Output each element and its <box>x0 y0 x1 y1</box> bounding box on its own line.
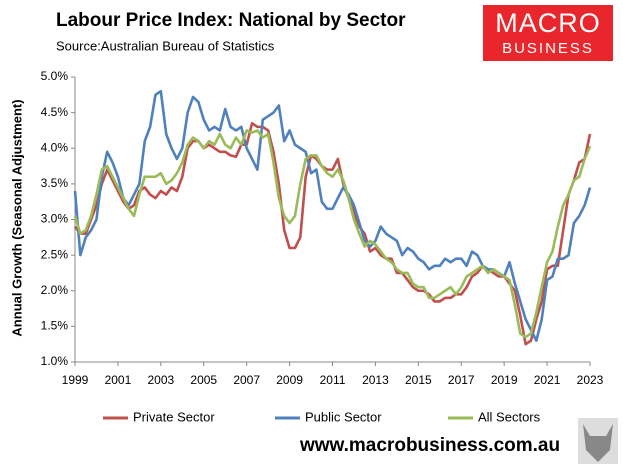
x-tick-label: 2015 <box>405 373 432 387</box>
data-line <box>73 89 592 342</box>
legend-label: Private Sector <box>133 409 215 424</box>
y-tick-label: 3.0% <box>41 212 69 226</box>
footer: www.macrobusiness.com.au <box>299 435 560 456</box>
data-line <box>73 122 592 346</box>
x-tick-label: 2023 <box>577 373 604 387</box>
y-tick-label: 1.0% <box>41 354 69 368</box>
y-tick-label: 2.0% <box>41 283 69 297</box>
y-tick-label: 4.0% <box>41 140 69 154</box>
logo-box <box>483 5 613 61</box>
chart-title: Labour Price Index: National by Sector <box>56 10 406 31</box>
y-tick-label: 1.5% <box>41 319 69 333</box>
x-tick-label: 2003 <box>147 373 174 387</box>
x-tick-label: 2021 <box>534 373 561 387</box>
x-tick-label: 2009 <box>276 373 303 387</box>
logo-text: MACRO <box>495 8 601 38</box>
x-tick-label: 2011 <box>320 373 346 387</box>
x-tick-label: 1999 <box>62 373 89 387</box>
x-tick-label: 2019 <box>491 373 518 387</box>
y-tick-label: 5.0% <box>41 69 69 83</box>
legend-label: Public Sector <box>305 409 382 424</box>
x-tick-label: 2013 <box>362 373 389 387</box>
y-tick-label: 4.5% <box>41 105 69 119</box>
x-tick-label: 2017 <box>448 373 475 387</box>
x-tick-label: 2005 <box>190 373 217 387</box>
y-axis-label: Annual Growth (Seasonal Adjustment) <box>9 99 24 336</box>
x-tick-label: 2001 <box>105 373 132 387</box>
x-tick-label: 2007 <box>233 373 260 387</box>
y-tick-label: 3.5% <box>41 176 69 190</box>
data-line <box>73 129 592 339</box>
y-tick-label: 2.5% <box>41 247 69 261</box>
logo-text: BUSINESS <box>502 40 594 57</box>
wolf-logo <box>578 418 618 464</box>
legend-label: All Sectors <box>478 409 541 424</box>
chart-subtitle: Source:Australian Bureau of Statistics <box>56 38 275 53</box>
